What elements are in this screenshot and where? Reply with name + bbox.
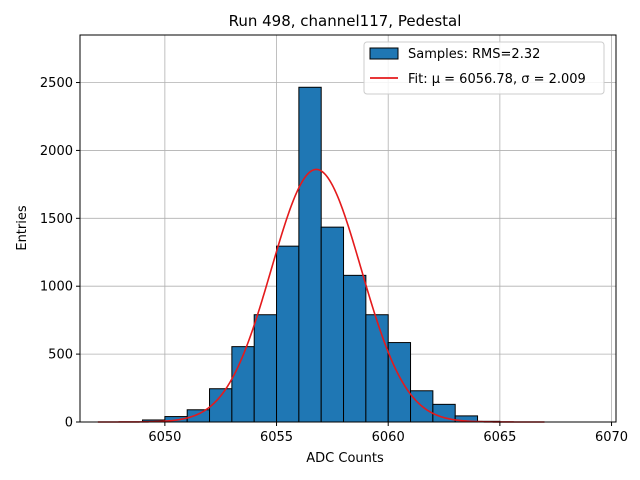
y-tick-label: 1000 (40, 280, 73, 295)
legend-label-fit: Fit: μ = 6056.78, σ = 2.009 (408, 72, 586, 87)
x-tick-label: 6065 (483, 430, 516, 445)
histogram-bar (276, 245, 300, 423)
chart-title: Run 498, channel117, Pedestal (229, 12, 462, 30)
histogram-bar (320, 226, 345, 423)
histogram-bars (142, 86, 501, 423)
y-tick-label: 0 (65, 416, 73, 431)
y-tick-label: 2500 (40, 76, 73, 91)
x-tick-label: 6060 (372, 430, 405, 445)
histogram-bar (231, 346, 255, 423)
legend-box (363, 41, 605, 95)
y-axis-ticks: 0 500 1000 1500 2000 2500 (40, 76, 80, 431)
x-tick-label: 6070 (595, 430, 628, 445)
y-axis-label: Entries (15, 205, 30, 251)
plot-frame (79, 34, 617, 423)
y-tick-label: 500 (48, 348, 73, 363)
fit-curve (97, 168, 545, 423)
histogram-bar (298, 86, 322, 423)
histogram-bar (387, 342, 412, 423)
legend: Samples: RMS=2.32 Fit: μ = 6056.78, σ = … (363, 41, 605, 95)
histogram-bar (186, 409, 211, 423)
legend-swatch-samples (369, 47, 399, 60)
x-axis-ticks: 6050 6055 6060 6065 6070 (148, 422, 628, 445)
x-axis-label: ADC Counts (306, 451, 384, 466)
x-tick-label: 6055 (260, 430, 293, 445)
x-tick-label: 6050 (148, 430, 181, 445)
histogram-bar (253, 314, 278, 423)
y-tick-label: 1500 (40, 212, 73, 227)
histogram-bar (209, 388, 233, 423)
legend-label-samples: Samples: RMS=2.32 (408, 47, 540, 62)
histogram-bar (343, 274, 367, 423)
y-tick-label: 2000 (40, 144, 73, 159)
histogram-bar (365, 314, 389, 423)
